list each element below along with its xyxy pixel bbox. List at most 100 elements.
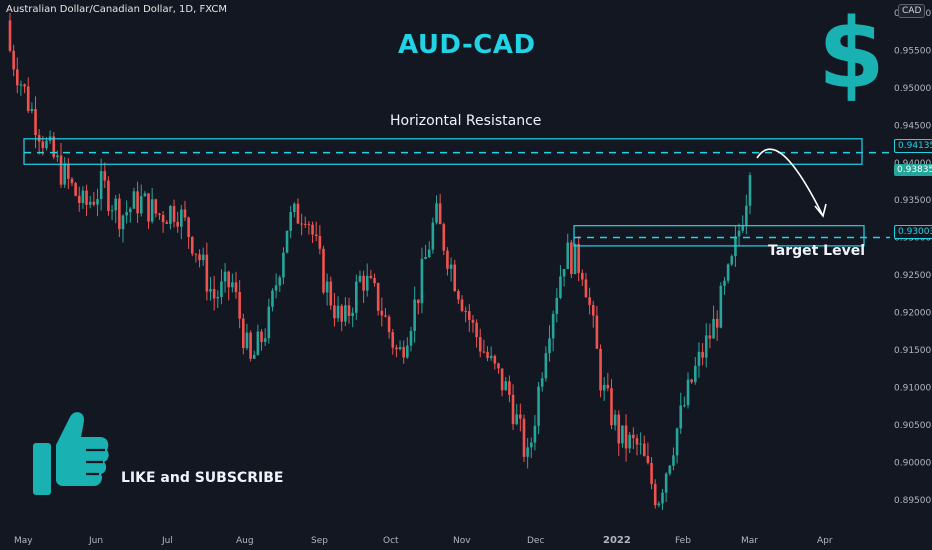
candle-body xyxy=(56,155,59,158)
candle-body xyxy=(617,414,621,444)
time-tick-label: Jul xyxy=(161,536,173,546)
candle-body xyxy=(282,252,285,278)
candle-body xyxy=(504,381,508,391)
candle-body xyxy=(150,199,154,222)
candle-body xyxy=(121,215,125,230)
price-tick-label: 0.90500 xyxy=(894,421,931,431)
candle-body xyxy=(23,84,26,87)
candle-body xyxy=(533,425,537,443)
candle-body xyxy=(187,217,190,237)
candle-body xyxy=(285,230,289,253)
candle-body xyxy=(416,299,420,304)
cta-text: LIKE and SUBSCRIBE xyxy=(121,470,284,486)
candle-body xyxy=(449,264,453,269)
price-tick-label: 0.94000 xyxy=(894,159,931,169)
price-tick-label: 0.90000 xyxy=(894,458,931,468)
candle-body xyxy=(540,378,544,387)
candle-body xyxy=(632,434,635,439)
candle-body xyxy=(209,289,212,292)
currency-badge[interactable]: CAD xyxy=(898,4,926,18)
candle-body xyxy=(322,248,325,293)
candle-body xyxy=(438,203,442,225)
candle-body xyxy=(351,312,354,317)
candle-body xyxy=(245,332,249,349)
candle-body xyxy=(650,462,653,485)
candle-body xyxy=(453,264,457,292)
time-tick-label: Dec xyxy=(527,536,544,546)
candle-body xyxy=(384,315,387,317)
time-tick-label: 2022 xyxy=(603,535,631,546)
candle-body xyxy=(158,213,161,215)
candle-body xyxy=(471,319,475,323)
candle-body xyxy=(110,210,114,212)
candle-body xyxy=(81,190,85,203)
target-zone xyxy=(573,225,865,247)
candle-body xyxy=(555,297,559,314)
candle-body xyxy=(136,191,139,214)
time-tick-label: Feb xyxy=(675,536,691,546)
candle-body xyxy=(628,434,632,449)
candle-body xyxy=(723,280,726,286)
candle-body xyxy=(358,275,362,282)
candle-body xyxy=(508,381,511,395)
candle-body xyxy=(715,318,719,328)
candle-body xyxy=(551,313,555,339)
candle-body xyxy=(242,318,245,349)
time-tick-label: May xyxy=(14,536,33,546)
candle-body xyxy=(559,276,562,298)
candle-body xyxy=(380,310,384,316)
candle-body xyxy=(391,332,395,348)
candle-body xyxy=(745,205,748,226)
candle-body xyxy=(180,209,183,227)
candle-body xyxy=(486,351,489,359)
candle-body xyxy=(635,438,639,445)
candle-body xyxy=(118,198,121,230)
current-price-tag: 0.93835 xyxy=(894,164,932,176)
candle-body xyxy=(624,425,628,449)
candle-body xyxy=(318,235,322,249)
candle-body xyxy=(606,384,610,389)
candle-body xyxy=(613,414,617,426)
candle-body xyxy=(128,208,132,213)
candle-body xyxy=(478,337,482,352)
candle-body xyxy=(373,278,376,284)
candle-body xyxy=(176,221,179,227)
candle-body xyxy=(664,473,668,493)
candle-body xyxy=(88,201,92,205)
target-price-tag: 0.93003 xyxy=(894,225,932,239)
candle-body xyxy=(227,271,231,288)
zones-layer xyxy=(23,138,890,247)
candle-body xyxy=(537,386,540,426)
candle-body xyxy=(19,84,23,86)
candle-body xyxy=(668,465,672,474)
candle-body xyxy=(675,428,679,456)
candle-body xyxy=(679,405,683,429)
candle-body xyxy=(165,222,169,224)
candle-body xyxy=(198,254,201,261)
candle-body xyxy=(325,281,329,293)
candle-body xyxy=(314,234,318,236)
candle-body xyxy=(41,141,45,149)
candle-body xyxy=(172,205,176,222)
candle-body xyxy=(340,305,344,322)
time-tick-label: Mar xyxy=(741,536,758,546)
time-tick-label: Sep xyxy=(311,536,328,546)
candle-body xyxy=(67,163,70,179)
thumbs-up-icon xyxy=(33,412,109,495)
candle-body xyxy=(573,243,577,275)
candle-body xyxy=(85,190,88,205)
candle-body xyxy=(497,363,500,369)
candle-body xyxy=(406,345,409,358)
candle-body xyxy=(223,271,227,282)
candle-body xyxy=(15,69,19,86)
candle-body xyxy=(413,299,416,331)
candle-body xyxy=(26,86,30,112)
candle-body xyxy=(289,211,292,231)
candle-body xyxy=(519,414,522,419)
candle-body xyxy=(500,368,504,391)
candle-body xyxy=(260,331,263,342)
candles-layer xyxy=(8,12,752,511)
time-tick-label: Jun xyxy=(88,536,103,546)
candle-body xyxy=(431,222,435,250)
time-tick-label: Apr xyxy=(817,536,833,546)
